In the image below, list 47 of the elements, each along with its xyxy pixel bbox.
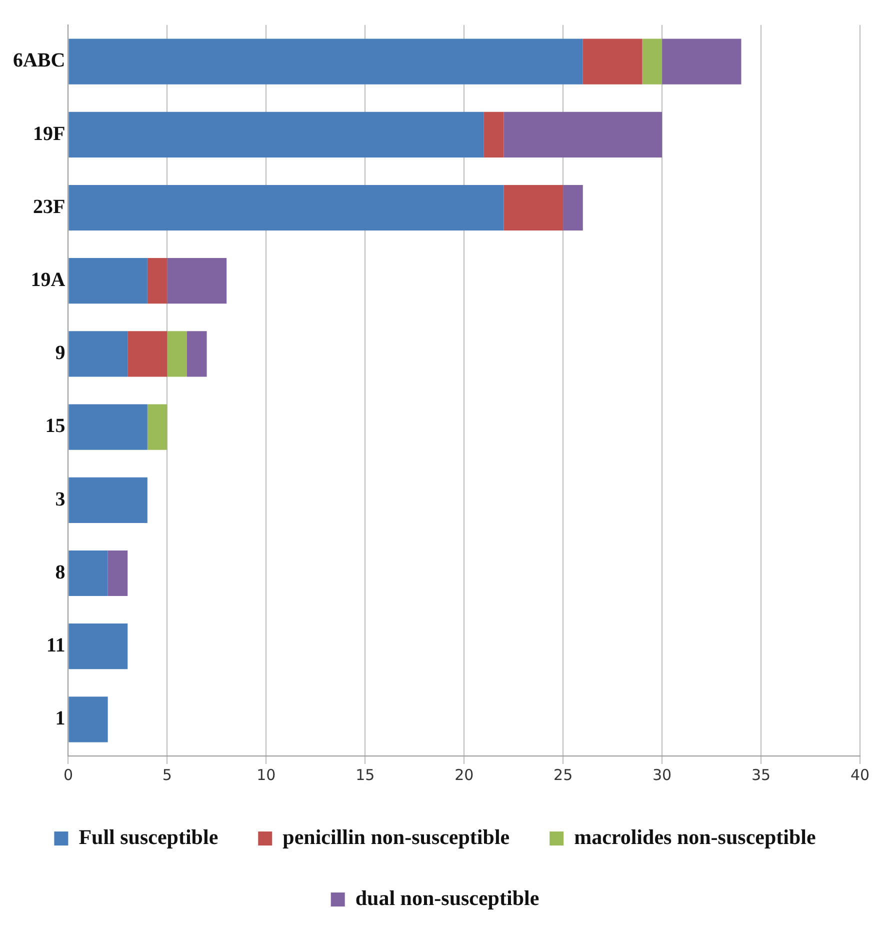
bar (68, 112, 484, 158)
bar (128, 331, 168, 377)
legend-label: penicillin non-susceptible (282, 824, 510, 849)
bar (582, 38, 642, 84)
bar (167, 258, 227, 304)
bar (504, 112, 662, 158)
y-tick-label: 11 (46, 634, 66, 657)
bar (147, 258, 168, 304)
bar (642, 38, 662, 84)
x-tick-label: 30 (652, 766, 672, 784)
x-tick-label: 25 (554, 766, 573, 784)
bar (662, 38, 742, 84)
bar (167, 331, 187, 377)
x-tick-label: 40 (850, 766, 870, 784)
x-tick-label: 0 (63, 766, 73, 784)
bar (186, 331, 207, 377)
bar (504, 184, 564, 231)
bar (108, 550, 128, 596)
y-tick-label: 19F (33, 122, 66, 145)
y-tick-label: 8 (55, 561, 66, 584)
y-tick-label: 1 (55, 708, 66, 730)
bar (484, 112, 504, 158)
x-tick-label: 10 (256, 766, 276, 784)
x-tick-label: 20 (454, 766, 474, 784)
x-tick-label: 15 (356, 766, 375, 784)
bar (563, 184, 583, 231)
legend-label: macrolides non-susceptible (574, 824, 816, 849)
bar (68, 184, 504, 231)
bar (68, 696, 108, 742)
x-tick-label: 5 (162, 766, 172, 784)
x-tick-label: 35 (751, 766, 771, 784)
bar (68, 477, 148, 523)
y-tick-label: 6ABC (12, 50, 66, 72)
bar (147, 404, 168, 450)
y-tick-label: 19A (30, 269, 66, 292)
y-tick-label: 15 (45, 415, 66, 438)
bar (68, 331, 128, 377)
legend-label: dual non-susceptible (355, 886, 540, 910)
bar (68, 258, 148, 304)
bar (68, 624, 128, 670)
y-tick-label: 23F (33, 196, 66, 218)
legend-label: Full susceptible (78, 824, 218, 849)
bar (68, 550, 108, 596)
y-tick-label: 9 (55, 342, 66, 364)
y-tick-label: 3 (55, 488, 66, 510)
bar (68, 404, 148, 450)
bar (68, 38, 583, 84)
